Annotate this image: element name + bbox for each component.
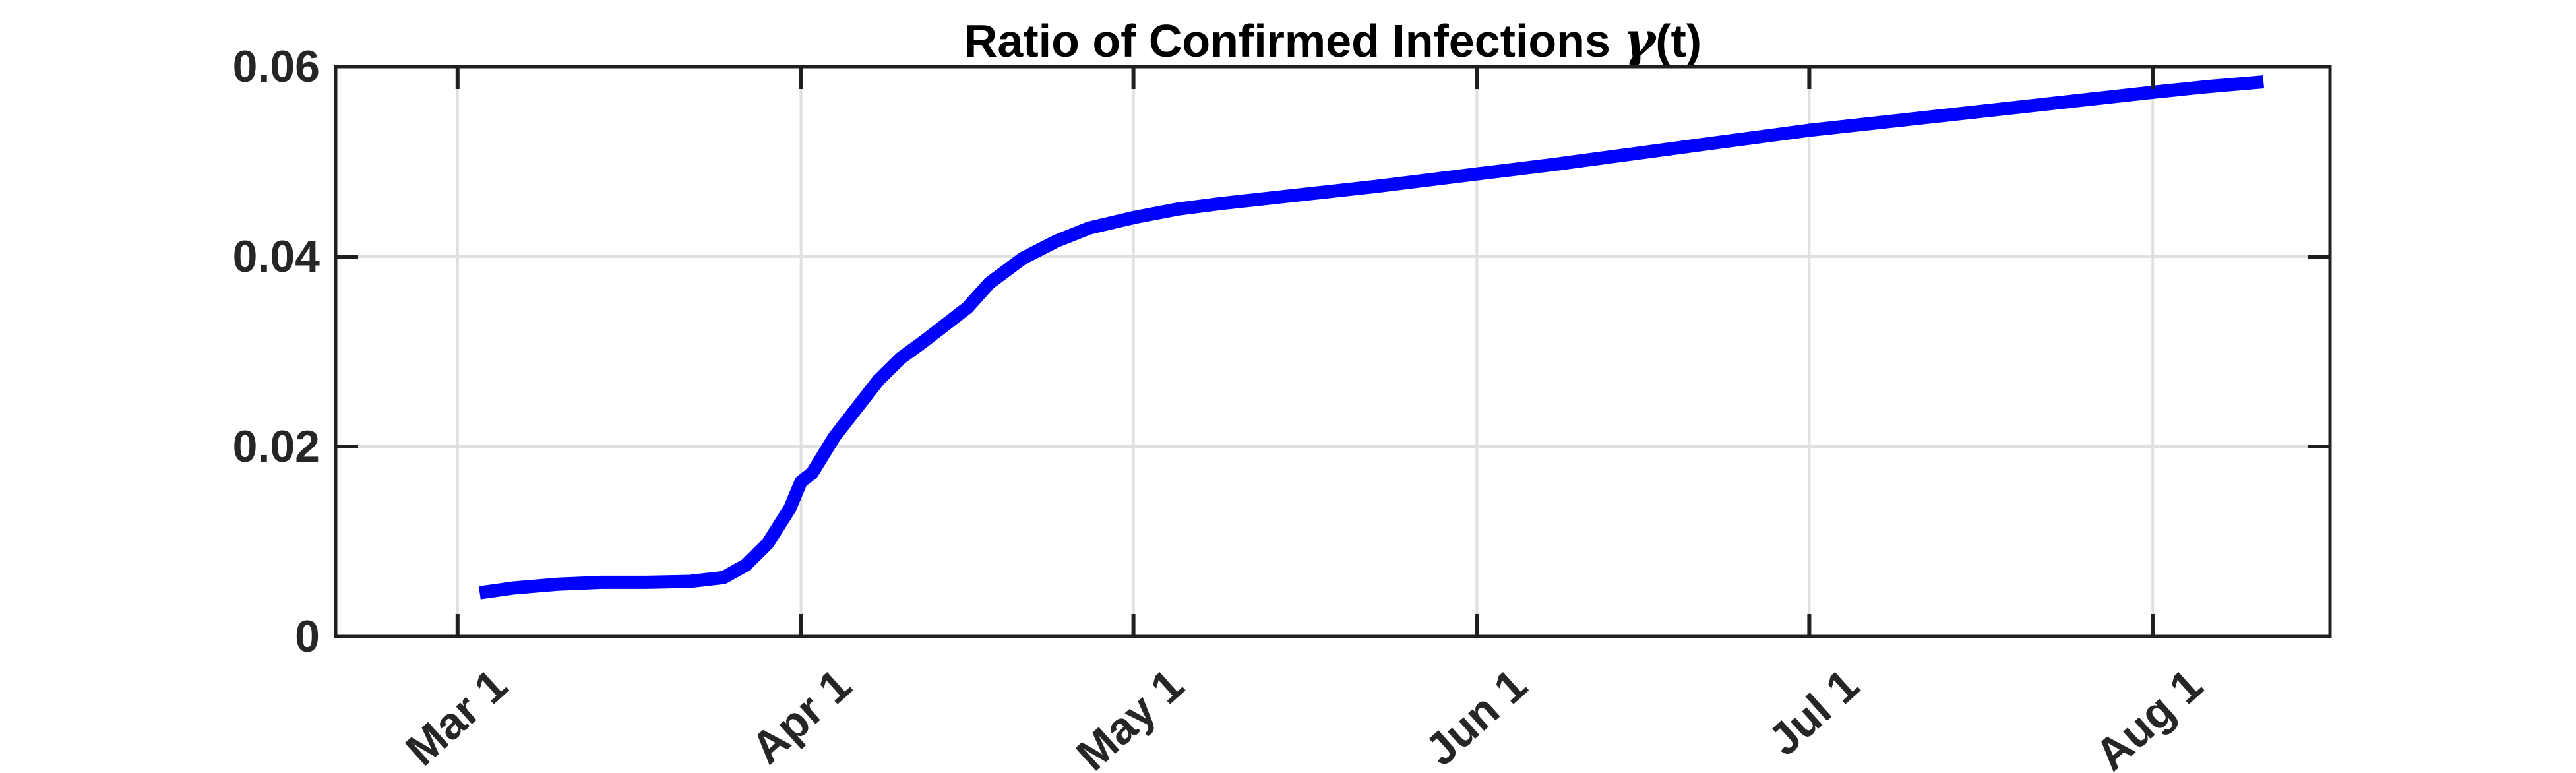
gamma-symbol: γ [1623,12,1656,69]
axes-box [334,65,2332,638]
series-line [478,75,2265,600]
chart-title-suffix: (t) [1655,15,1702,67]
chart-title: Ratio of Confirmed Infections γ(t) [336,15,2330,67]
chart-title-text: Ratio of Confirmed Infections [964,15,1624,67]
